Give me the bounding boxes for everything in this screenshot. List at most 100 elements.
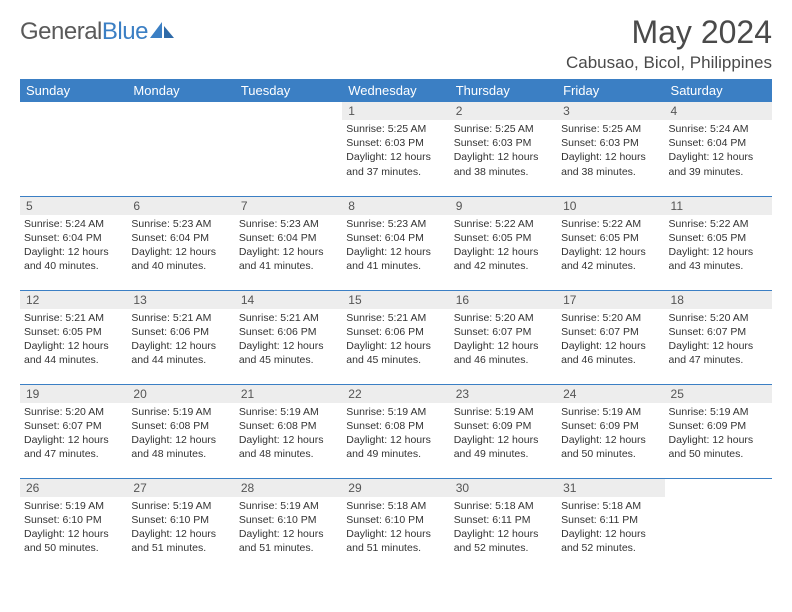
day-cell: 11Sunrise: 5:22 AMSunset: 6:05 PMDayligh… — [665, 196, 772, 290]
sunset-text: Sunset: 6:05 PM — [669, 231, 768, 245]
day-number: 3 — [557, 102, 664, 120]
day-body: Sunrise: 5:22 AMSunset: 6:05 PMDaylight:… — [557, 215, 664, 278]
sunset-text: Sunset: 6:05 PM — [24, 325, 123, 339]
day-body: Sunrise: 5:23 AMSunset: 6:04 PMDaylight:… — [342, 215, 449, 278]
day-cell: 19Sunrise: 5:20 AMSunset: 6:07 PMDayligh… — [20, 384, 127, 478]
sunrise-text: Sunrise: 5:20 AM — [454, 311, 553, 325]
day-cell: 13Sunrise: 5:21 AMSunset: 6:06 PMDayligh… — [127, 290, 234, 384]
sunrise-text: Sunrise: 5:22 AM — [454, 217, 553, 231]
day-cell — [235, 102, 342, 196]
sunrise-text: Sunrise: 5:19 AM — [131, 499, 230, 513]
sunrise-text: Sunrise: 5:25 AM — [454, 122, 553, 136]
week-row: 1Sunrise: 5:25 AMSunset: 6:03 PMDaylight… — [20, 102, 772, 196]
day-body: Sunrise: 5:21 AMSunset: 6:06 PMDaylight:… — [127, 309, 234, 372]
sunrise-text: Sunrise: 5:19 AM — [346, 405, 445, 419]
daylight-text: Daylight: 12 hours and 42 minutes. — [454, 245, 553, 273]
day-cell: 16Sunrise: 5:20 AMSunset: 6:07 PMDayligh… — [450, 290, 557, 384]
sunset-text: Sunset: 6:03 PM — [346, 136, 445, 150]
day-number: 8 — [342, 197, 449, 215]
day-number: 22 — [342, 385, 449, 403]
day-body: Sunrise: 5:19 AMSunset: 6:09 PMDaylight:… — [665, 403, 772, 466]
sunset-text: Sunset: 6:08 PM — [131, 419, 230, 433]
day-body: Sunrise: 5:18 AMSunset: 6:11 PMDaylight:… — [557, 497, 664, 560]
day-number: 25 — [665, 385, 772, 403]
day-number: 29 — [342, 479, 449, 497]
sunset-text: Sunset: 6:04 PM — [669, 136, 768, 150]
day-body: Sunrise: 5:18 AMSunset: 6:10 PMDaylight:… — [342, 497, 449, 560]
day-body: Sunrise: 5:19 AMSunset: 6:10 PMDaylight:… — [20, 497, 127, 560]
daylight-text: Daylight: 12 hours and 45 minutes. — [239, 339, 338, 367]
day-body: Sunrise: 5:19 AMSunset: 6:09 PMDaylight:… — [557, 403, 664, 466]
day-body: Sunrise: 5:24 AMSunset: 6:04 PMDaylight:… — [665, 120, 772, 183]
day-header: Friday — [557, 79, 664, 102]
day-header: Wednesday — [342, 79, 449, 102]
sunset-text: Sunset: 6:11 PM — [561, 513, 660, 527]
day-number: 13 — [127, 291, 234, 309]
sunrise-text: Sunrise: 5:21 AM — [239, 311, 338, 325]
day-cell: 29Sunrise: 5:18 AMSunset: 6:10 PMDayligh… — [342, 478, 449, 572]
day-number: 17 — [557, 291, 664, 309]
day-cell: 10Sunrise: 5:22 AMSunset: 6:05 PMDayligh… — [557, 196, 664, 290]
day-number: 14 — [235, 291, 342, 309]
daylight-text: Daylight: 12 hours and 40 minutes. — [131, 245, 230, 273]
daylight-text: Daylight: 12 hours and 42 minutes. — [561, 245, 660, 273]
sunrise-text: Sunrise: 5:25 AM — [561, 122, 660, 136]
daylight-text: Daylight: 12 hours and 44 minutes. — [24, 339, 123, 367]
day-body: Sunrise: 5:25 AMSunset: 6:03 PMDaylight:… — [557, 120, 664, 183]
day-cell: 3Sunrise: 5:25 AMSunset: 6:03 PMDaylight… — [557, 102, 664, 196]
day-header: Monday — [127, 79, 234, 102]
day-cell: 28Sunrise: 5:19 AMSunset: 6:10 PMDayligh… — [235, 478, 342, 572]
sunrise-text: Sunrise: 5:21 AM — [346, 311, 445, 325]
day-cell: 5Sunrise: 5:24 AMSunset: 6:04 PMDaylight… — [20, 196, 127, 290]
day-number: 5 — [20, 197, 127, 215]
daylight-text: Daylight: 12 hours and 38 minutes. — [454, 150, 553, 178]
sunset-text: Sunset: 6:04 PM — [239, 231, 338, 245]
sunrise-text: Sunrise: 5:21 AM — [131, 311, 230, 325]
daylight-text: Daylight: 12 hours and 38 minutes. — [561, 150, 660, 178]
week-row: 12Sunrise: 5:21 AMSunset: 6:05 PMDayligh… — [20, 290, 772, 384]
day-number: 15 — [342, 291, 449, 309]
day-cell: 30Sunrise: 5:18 AMSunset: 6:11 PMDayligh… — [450, 478, 557, 572]
day-body: Sunrise: 5:21 AMSunset: 6:06 PMDaylight:… — [342, 309, 449, 372]
calendar-table: SundayMondayTuesdayWednesdayThursdayFrid… — [20, 79, 772, 572]
sunset-text: Sunset: 6:05 PM — [561, 231, 660, 245]
day-cell: 12Sunrise: 5:21 AMSunset: 6:05 PMDayligh… — [20, 290, 127, 384]
daylight-text: Daylight: 12 hours and 50 minutes. — [561, 433, 660, 461]
sunrise-text: Sunrise: 5:23 AM — [131, 217, 230, 231]
day-body: Sunrise: 5:18 AMSunset: 6:11 PMDaylight:… — [450, 497, 557, 560]
day-body: Sunrise: 5:20 AMSunset: 6:07 PMDaylight:… — [557, 309, 664, 372]
logo: GeneralBlue — [20, 14, 176, 46]
day-number: 2 — [450, 102, 557, 120]
title-block: May 2024 Cabusao, Bicol, Philippines — [566, 14, 772, 73]
sunrise-text: Sunrise: 5:18 AM — [346, 499, 445, 513]
sunset-text: Sunset: 6:10 PM — [131, 513, 230, 527]
day-body: Sunrise: 5:19 AMSunset: 6:09 PMDaylight:… — [450, 403, 557, 466]
sunset-text: Sunset: 6:11 PM — [454, 513, 553, 527]
daylight-text: Daylight: 12 hours and 51 minutes. — [131, 527, 230, 555]
day-body: Sunrise: 5:19 AMSunset: 6:08 PMDaylight:… — [235, 403, 342, 466]
daylight-text: Daylight: 12 hours and 52 minutes. — [561, 527, 660, 555]
daylight-text: Daylight: 12 hours and 37 minutes. — [346, 150, 445, 178]
day-cell — [20, 102, 127, 196]
day-body: Sunrise: 5:20 AMSunset: 6:07 PMDaylight:… — [20, 403, 127, 466]
day-body: Sunrise: 5:19 AMSunset: 6:10 PMDaylight:… — [235, 497, 342, 560]
day-body: Sunrise: 5:25 AMSunset: 6:03 PMDaylight:… — [342, 120, 449, 183]
day-number: 24 — [557, 385, 664, 403]
day-cell: 20Sunrise: 5:19 AMSunset: 6:08 PMDayligh… — [127, 384, 234, 478]
day-number: 23 — [450, 385, 557, 403]
sunrise-text: Sunrise: 5:21 AM — [24, 311, 123, 325]
day-body: Sunrise: 5:19 AMSunset: 6:10 PMDaylight:… — [127, 497, 234, 560]
week-row: 5Sunrise: 5:24 AMSunset: 6:04 PMDaylight… — [20, 196, 772, 290]
day-header: Tuesday — [235, 79, 342, 102]
logo-text-general: General — [20, 18, 102, 46]
sunset-text: Sunset: 6:07 PM — [561, 325, 660, 339]
sunset-text: Sunset: 6:05 PM — [454, 231, 553, 245]
day-cell: 15Sunrise: 5:21 AMSunset: 6:06 PMDayligh… — [342, 290, 449, 384]
day-number: 7 — [235, 197, 342, 215]
sunset-text: Sunset: 6:03 PM — [454, 136, 553, 150]
daylight-text: Daylight: 12 hours and 52 minutes. — [454, 527, 553, 555]
day-header-row: SundayMondayTuesdayWednesdayThursdayFrid… — [20, 79, 772, 102]
day-body: Sunrise: 5:23 AMSunset: 6:04 PMDaylight:… — [235, 215, 342, 278]
day-number: 30 — [450, 479, 557, 497]
sunset-text: Sunset: 6:07 PM — [669, 325, 768, 339]
